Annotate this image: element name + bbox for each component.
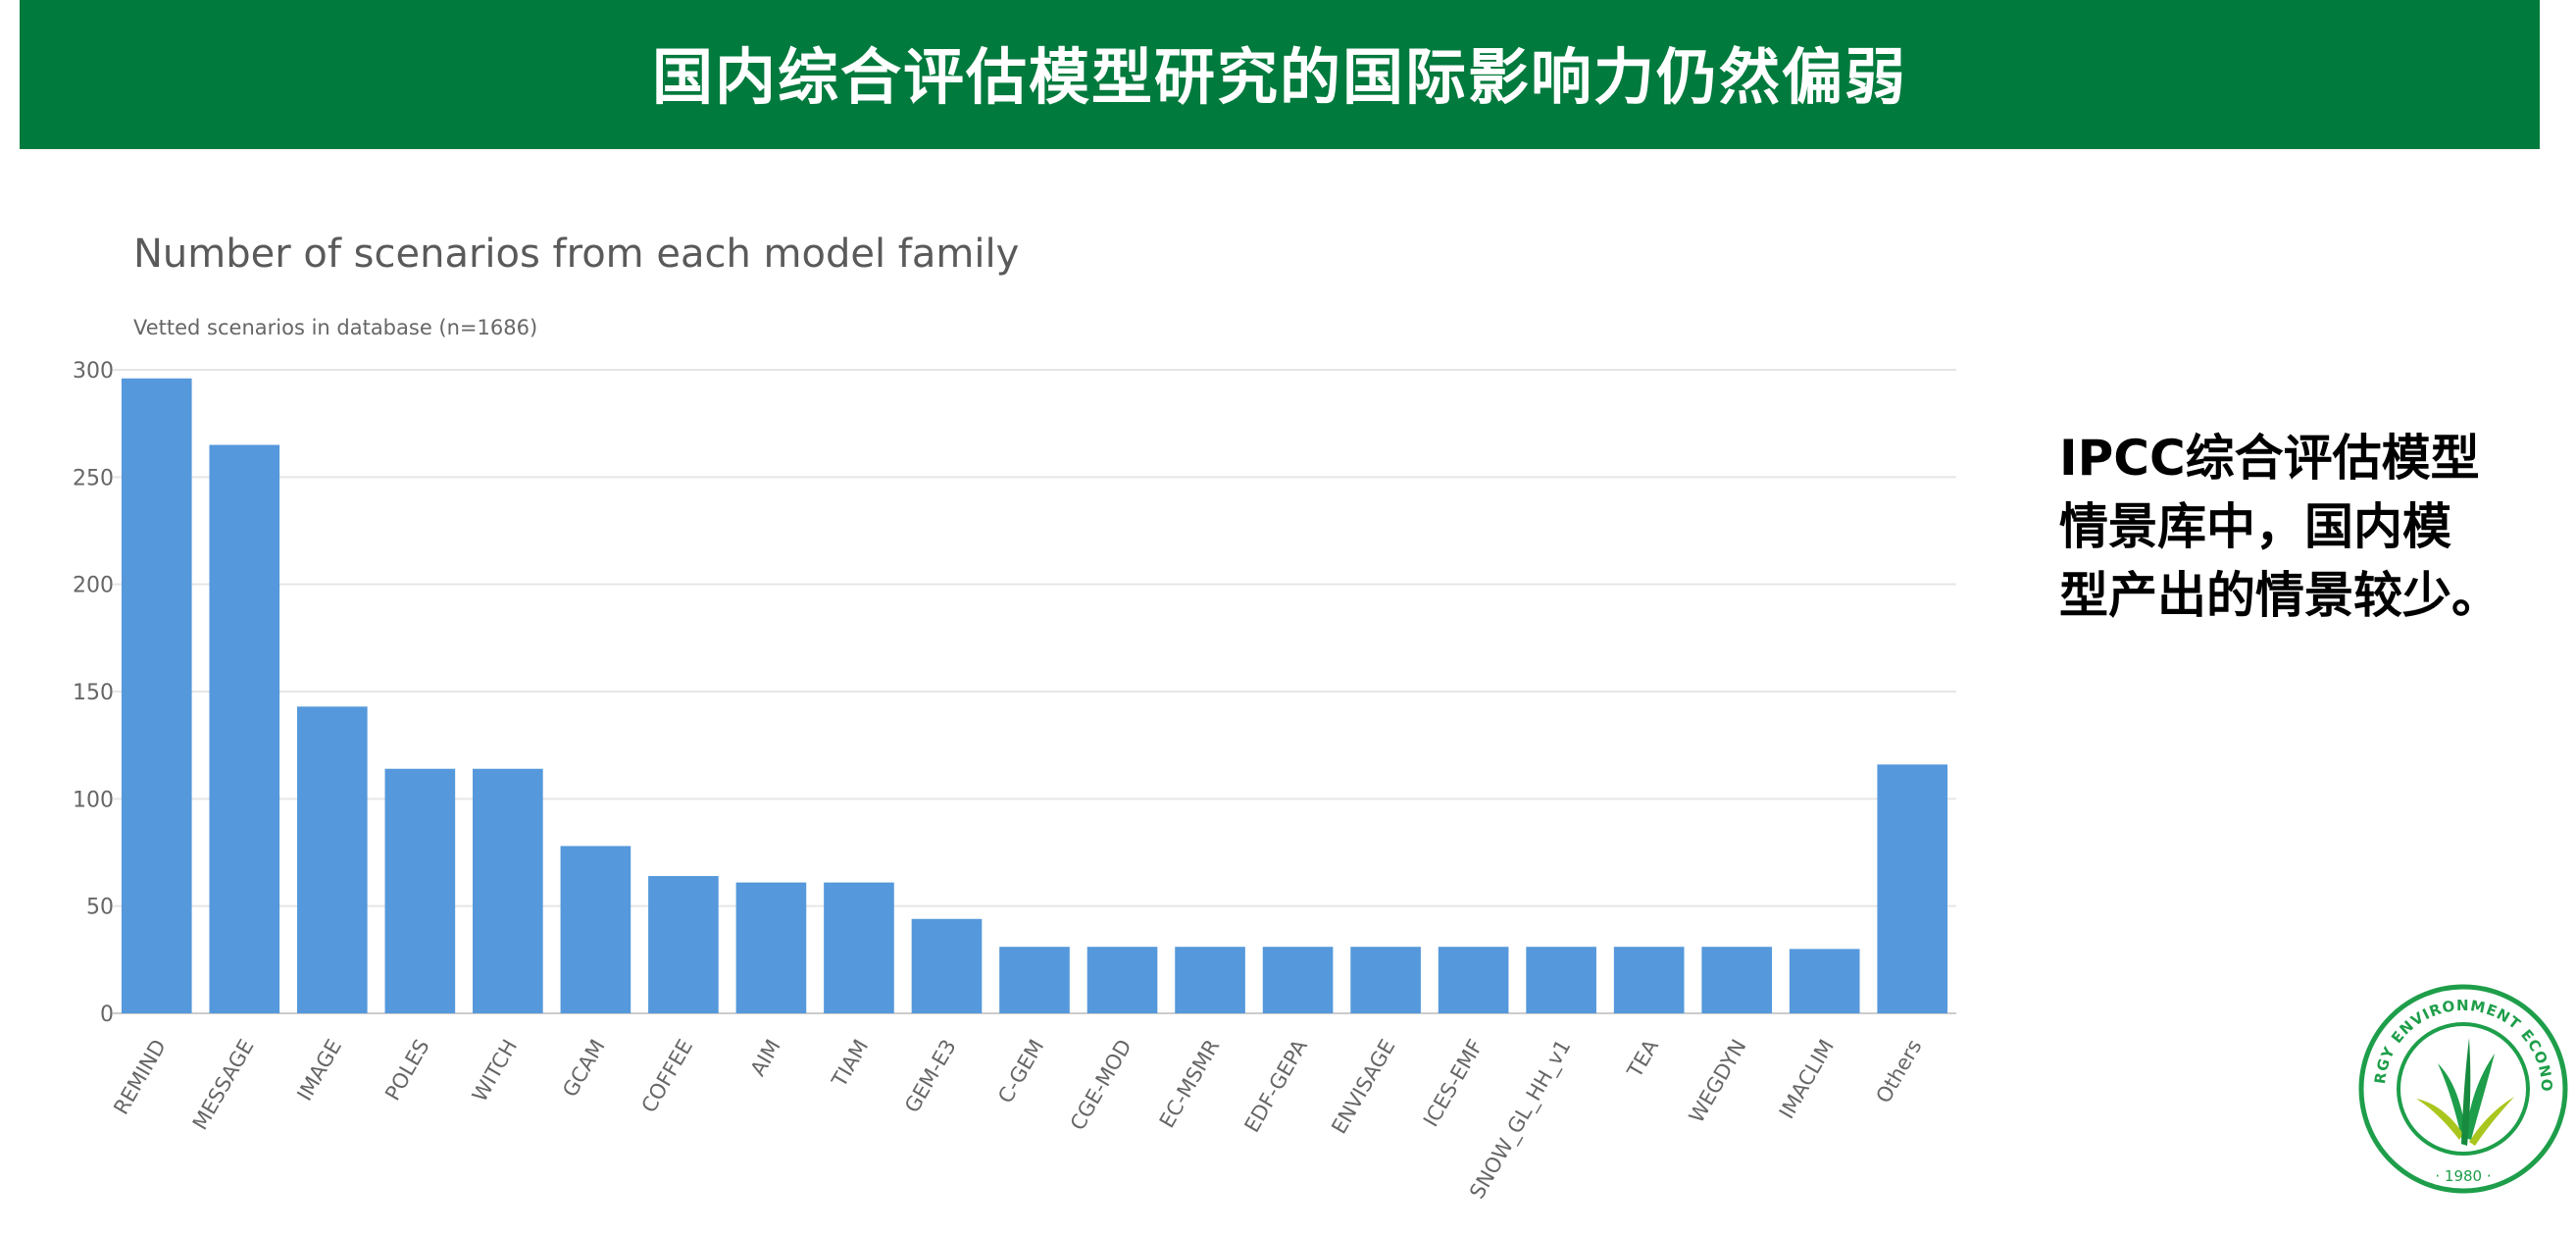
y-tick-label: 150: [73, 681, 114, 705]
chart-title: Number of scenarios from each model fami…: [133, 232, 1020, 277]
bar-remind: [121, 378, 192, 1013]
bar-c-gem: [999, 947, 1070, 1013]
x-tick-label: SNOW_GL_HH_v1: [1465, 1036, 1576, 1204]
bar-envisage: [1350, 947, 1421, 1013]
bar-wegdyn: [1701, 947, 1772, 1013]
bar-ices-emf: [1438, 947, 1509, 1013]
bar-gem-e3: [911, 918, 983, 1013]
bar-cge-mod: [1086, 947, 1158, 1013]
bar-tiam: [824, 882, 894, 1013]
bar-tea: [1613, 947, 1685, 1013]
x-tick-label: AIM: [746, 1036, 785, 1081]
bar-poles: [384, 768, 456, 1013]
x-tick-label: TEA: [1622, 1035, 1663, 1082]
y-tick-label: 0: [100, 1003, 114, 1027]
slide-title: 国内综合评估模型研究的国际影响力仍然偏弱: [651, 41, 1907, 113]
y-tick-label: 200: [73, 574, 114, 598]
institute-logo: ENERGY ENVIRONMENT ECONOMY · 1980 ·: [2355, 981, 2568, 1194]
x-tick-label: IMAGE: [292, 1036, 346, 1106]
x-tick-label: ICES-EMF: [1419, 1036, 1488, 1131]
x-tick-label: WITCH: [468, 1036, 522, 1107]
x-tick-label: C-GEM: [993, 1036, 1048, 1107]
bars: [121, 378, 1948, 1013]
side-note-line: IPCC综合评估模型: [2059, 430, 2480, 487]
x-tick-label: CGE-MOD: [1066, 1036, 1136, 1135]
leaf-icon: [2416, 1038, 2514, 1146]
bar-imaclim: [1789, 949, 1860, 1013]
x-tick-label: POLES: [380, 1036, 434, 1105]
x-tick-label: EC-MSMR: [1155, 1036, 1225, 1132]
x-axis-ticks: REMIND MESSAGE IMAGE POLES WITCH GCAM COFFEE AI…: [109, 1035, 1926, 1204]
y-tick-label: 100: [73, 788, 114, 812]
logo-year: · 1980 ·: [2435, 1167, 2491, 1185]
side-note: IPCC综合评估模型 情景库中，国内模 型产出的情景较少。: [2059, 424, 2540, 630]
bar-snow_gl_hh_v1: [1526, 947, 1596, 1013]
y-axis-ticks: 0 50 100 150 200 250 300: [73, 359, 114, 1027]
title-banner: 国内综合评估模型研究的国际影响力仍然偏弱: [20, 0, 2540, 149]
x-tick-label: IMACLIM: [1775, 1036, 1839, 1123]
bar-others: [1877, 764, 1948, 1013]
side-note-line: 型产出的情景较少。: [2059, 567, 2500, 624]
x-tick-label: TIAM: [827, 1036, 873, 1092]
bar-aim: [735, 882, 807, 1013]
x-tick-label: Others: [1871, 1036, 1926, 1107]
bar-witch: [473, 768, 543, 1013]
y-tick-label: 50: [86, 896, 114, 920]
bar-edf-gepa: [1262, 947, 1334, 1013]
x-tick-label: WEGDYN: [1685, 1036, 1751, 1127]
bar-ec-msmr: [1175, 947, 1245, 1013]
bar-gcam: [560, 846, 631, 1013]
x-tick-label: REMIND: [109, 1036, 171, 1119]
x-tick-label: MESSAGE: [188, 1036, 259, 1134]
x-tick-label: EDF-GEPA: [1240, 1035, 1313, 1137]
y-tick-label: 300: [73, 359, 114, 384]
bar-coffee: [648, 876, 719, 1013]
x-tick-label: ENVISAGE: [1327, 1036, 1399, 1138]
x-tick-label: GCAM: [558, 1036, 609, 1102]
bar-message: [209, 444, 280, 1013]
side-note-line: 情景库中，国内模: [2059, 498, 2451, 555]
x-tick-label: GEM-E3: [900, 1036, 961, 1117]
chart-subtitle: Vetted scenarios in database (n=1686): [133, 316, 538, 339]
y-tick-label: 250: [73, 466, 114, 490]
bar-image: [297, 706, 368, 1013]
x-tick-label: COFFEE: [637, 1036, 698, 1117]
